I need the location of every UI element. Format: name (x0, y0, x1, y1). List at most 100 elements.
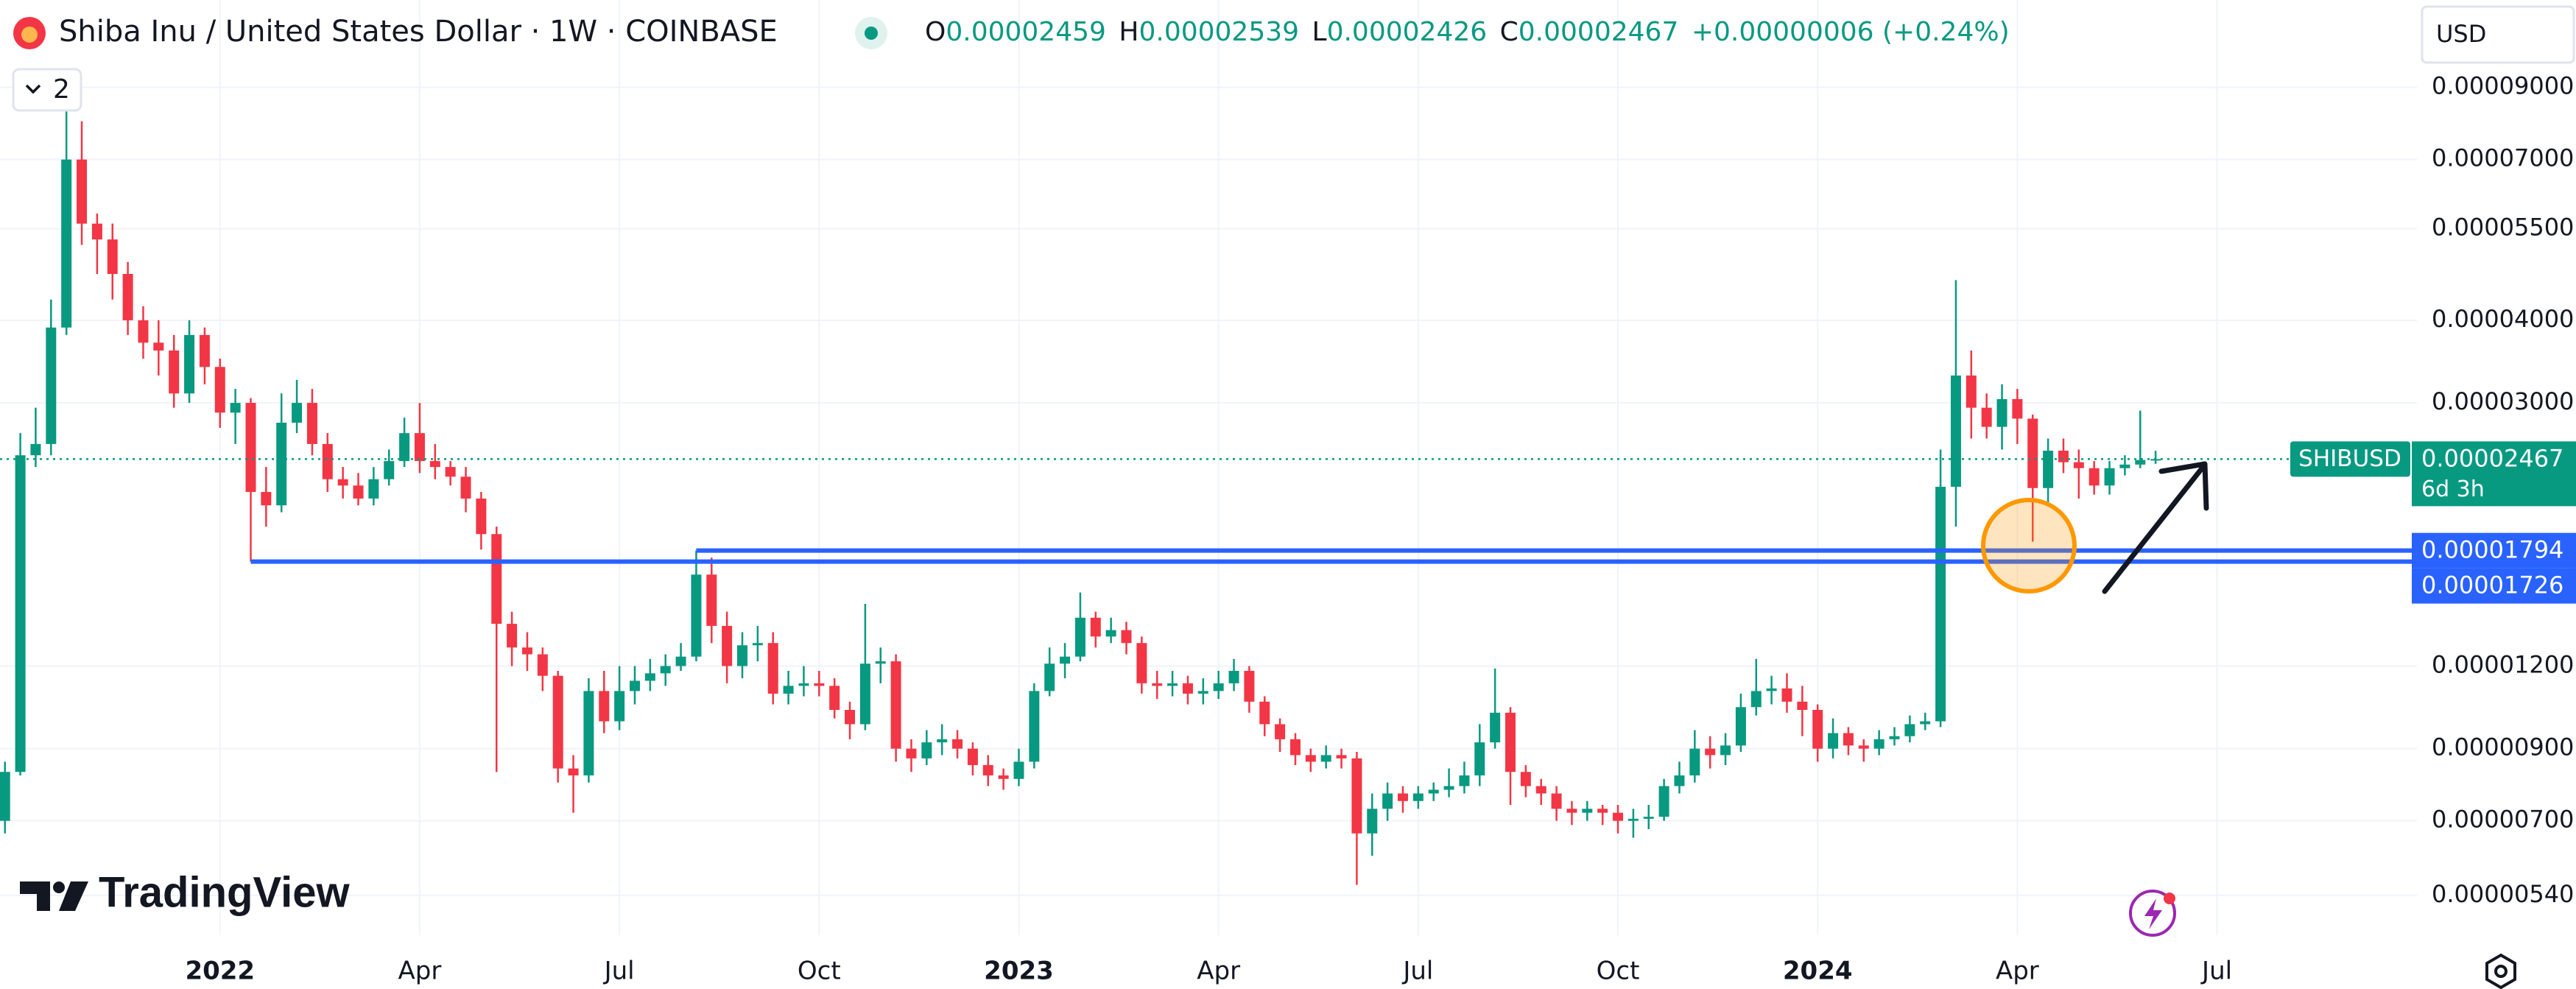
candle-body (199, 334, 210, 367)
currency-frame[interactable] (2421, 5, 2575, 64)
candle-body (2104, 468, 2115, 486)
candle-body (0, 772, 10, 821)
collapse-button[interactable]: 2 (12, 68, 82, 112)
candle-body (138, 320, 149, 343)
ohlc-value: 0.00002459 (946, 17, 1106, 47)
candle-body (1275, 724, 1286, 739)
candle-body (230, 403, 241, 413)
candle-body (1781, 688, 1792, 702)
candle-body (384, 461, 395, 479)
candle-body (1013, 761, 1024, 779)
y-tick-label: 0.00004000 (2432, 305, 2574, 333)
ohlc-value: 0.00002539 (1139, 17, 1299, 47)
candle-body (1627, 818, 1639, 821)
price-label: 0.00001794 (2421, 536, 2563, 564)
candle-body (1228, 670, 1239, 683)
candle-body (46, 327, 57, 444)
candle-body (1766, 688, 1777, 691)
candle-body (91, 223, 102, 240)
logo-dot (53, 881, 65, 893)
alert-ring[interactable] (2129, 890, 2176, 937)
candle-body (245, 403, 256, 493)
candle-body (859, 664, 870, 725)
ohlc-key: L (1312, 17, 1327, 47)
candle-body (644, 673, 655, 681)
arrow (2102, 461, 2209, 594)
candle-body (491, 534, 502, 624)
candle-body (1566, 809, 1577, 813)
candle-body (1858, 745, 1869, 749)
candle-body (737, 645, 748, 666)
brand-logo: TradingView (20, 868, 350, 916)
x-tick-label: Oct (1597, 957, 1640, 986)
candle-body (1950, 375, 1961, 488)
symbol-tag: SHIBUSD (2298, 446, 2401, 472)
candle-body (921, 742, 932, 759)
chevron (25, 84, 41, 94)
candle-body (2135, 460, 2146, 465)
candle-body (2119, 464, 2130, 468)
settings-icon[interactable] (2485, 953, 2516, 989)
candle-body (845, 710, 856, 725)
settings-button[interactable] (2485, 953, 2516, 989)
candle-body (691, 574, 702, 657)
candle-body (214, 367, 225, 413)
alert-button[interactable] (2129, 890, 2176, 937)
x-tick-label: Apr (1197, 957, 1240, 986)
candle-body (61, 159, 72, 328)
countdown: 6d 3h (2421, 476, 2485, 502)
change: +0.00000006 (+0.24%) (1692, 17, 2010, 47)
candle-body (952, 739, 963, 749)
candle-body (1643, 817, 1654, 819)
candle-body (261, 492, 272, 506)
candle-body (1551, 793, 1562, 809)
price-label: 0.00001726 (2421, 571, 2563, 599)
symbol-icon-face (21, 27, 38, 43)
y-tick-label: 0.00005500 (2432, 214, 2574, 242)
candle-body (368, 479, 379, 499)
candle-body (814, 683, 825, 686)
candle-body (2043, 451, 2054, 488)
candle-body (521, 647, 532, 655)
candle-body (798, 683, 809, 686)
candle-body (875, 661, 886, 664)
candle-body (1121, 630, 1132, 644)
candle-body (1520, 772, 1531, 786)
candle-body (1136, 643, 1147, 683)
candle-body (1981, 407, 1992, 427)
candle-body (507, 624, 518, 648)
candle-body (2027, 418, 2038, 488)
collapse-button-frame[interactable] (12, 68, 82, 112)
candle-body (1244, 670, 1255, 702)
logo-slash (59, 881, 88, 911)
candle-body (1750, 691, 1762, 708)
candle-body (1597, 809, 1608, 813)
highlight-circle (1981, 498, 2077, 594)
alert-bolt (2144, 898, 2162, 929)
x-tick-label: 2023 (984, 957, 1054, 986)
candle-body (169, 350, 180, 394)
candle-body (660, 666, 671, 674)
candles (0, 94, 2161, 885)
price-label-box (2412, 532, 2576, 569)
candle-body (1167, 683, 1178, 686)
candle-body (1490, 712, 1501, 743)
currency-select[interactable]: USD (2421, 5, 2575, 64)
candle-body (184, 334, 195, 394)
collapse-count: 2 (53, 74, 70, 105)
candle-body (445, 467, 456, 477)
settings-center (2494, 965, 2508, 978)
candle-body (1397, 793, 1408, 801)
candle-body (414, 433, 425, 462)
candle-body (614, 691, 625, 722)
y-tick-label: 0.00009000 (2432, 72, 2574, 100)
candle-body (890, 661, 901, 749)
ohlc-key: C (1500, 17, 1518, 47)
last-price-label: 0.00002467 (2421, 444, 2563, 472)
candle-body (429, 461, 440, 468)
candle-body (1873, 739, 1885, 749)
candle-body (2073, 462, 2084, 468)
candle-body (399, 433, 410, 462)
